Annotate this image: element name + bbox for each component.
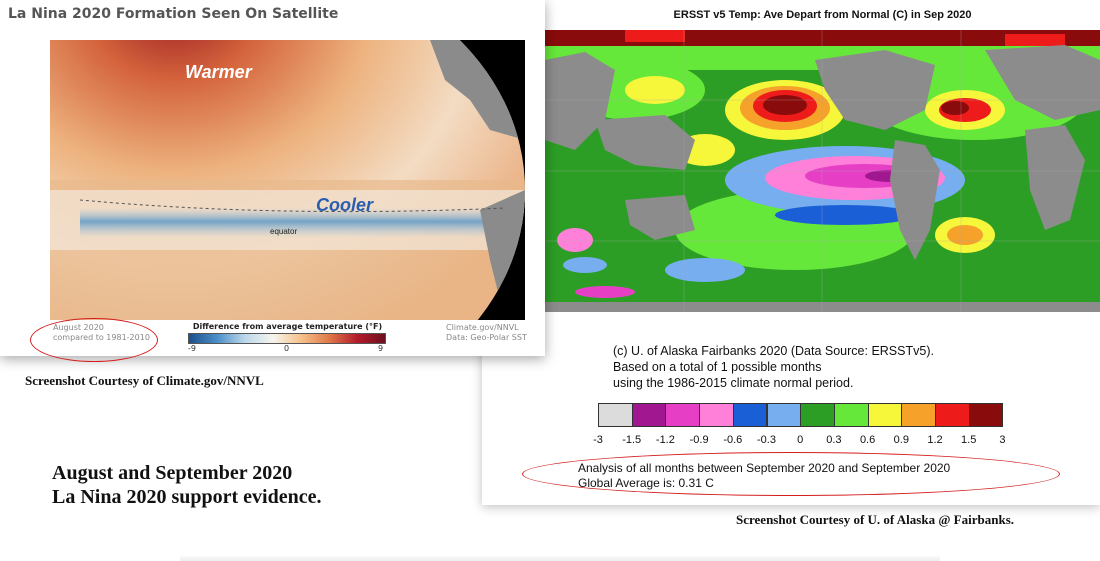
right-caption: Screenshot Courtesy of U. of Alaska @ Fa… bbox=[736, 512, 1015, 527]
summary-line1: August and September 2020 bbox=[52, 462, 293, 484]
highlight-ellipse-analysis bbox=[522, 452, 1060, 496]
colorbar-swatch bbox=[631, 403, 667, 427]
colorbar-tick-max: 9 bbox=[378, 344, 384, 353]
globe-sst-map bbox=[50, 40, 525, 320]
colorbar-swatch bbox=[665, 403, 701, 427]
colorbar-tick-label: -1.5 bbox=[622, 434, 642, 446]
ersst-credit-line3: using the 1986-2015 climate normal perio… bbox=[613, 376, 854, 390]
colorbar-tick-label: -0.9 bbox=[689, 434, 709, 446]
colorbar-swatch bbox=[867, 403, 903, 427]
colorbar-tick-label: 0.3 bbox=[826, 434, 842, 446]
colorbar-tick-zero: 0 bbox=[284, 344, 290, 353]
colorbar-swatch bbox=[935, 403, 970, 427]
ersst-map bbox=[545, 30, 1100, 312]
colorbar-swatch bbox=[699, 403, 734, 427]
colorbar-tick-label: -0.3 bbox=[757, 434, 776, 446]
summary-line2: La Nina 2020 support evidence. bbox=[52, 486, 322, 508]
label-warmer: Warmer bbox=[185, 62, 252, 82]
colorbar-tick-label: -0.6 bbox=[723, 434, 743, 446]
colorbar-tick-label: 0.9 bbox=[893, 434, 909, 446]
la-nina-panel: La Nina 2020 Formation Seen On Satellite bbox=[0, 0, 545, 362]
colorbar-swatch bbox=[901, 403, 936, 427]
globe-image: Warmer Cooler equator bbox=[50, 40, 525, 320]
ersst-title: ERSST v5 Temp: Ave Depart from Normal (C… bbox=[673, 9, 972, 21]
la-nina-title: La Nina 2020 Formation Seen On Satellite bbox=[8, 6, 339, 22]
colorbar-tick-min: -9 bbox=[188, 344, 196, 353]
colorbar-tick-label: 1.5 bbox=[961, 434, 977, 446]
colorbar-left bbox=[188, 333, 386, 344]
colorbar-swatch bbox=[598, 403, 633, 427]
colorbar-title: Difference from average temperature (°F) bbox=[192, 322, 383, 331]
label-cooler: Cooler bbox=[316, 195, 374, 215]
colorbar-tick-label: 0.6 bbox=[859, 434, 876, 446]
colorbar-swatch bbox=[766, 403, 802, 427]
bottom-divider bbox=[180, 556, 940, 561]
colorbar-tick-label: -3 bbox=[593, 434, 603, 446]
source-line1: Climate.gov/NNVL bbox=[446, 323, 519, 332]
colorbar-tick-label: 0 bbox=[797, 434, 804, 446]
ersst-credit-line2: Based on a total of 1 possible months bbox=[613, 360, 822, 374]
label-equator: equator bbox=[270, 227, 298, 236]
ersst-credit-line1: (c) U. of Alaska Fairbanks 2020 (Data So… bbox=[613, 344, 934, 358]
left-caption: Screenshot Courtesy of Climate.gov/NNVL bbox=[25, 373, 264, 388]
colorbar-swatch bbox=[833, 403, 869, 427]
highlight-ellipse-date bbox=[30, 318, 158, 362]
colorbar-tick-label: 1.2 bbox=[927, 434, 943, 446]
ersst-anomaly-map bbox=[545, 30, 1100, 312]
colorbar-swatch bbox=[732, 403, 768, 427]
colorbar-tick-label: -1.2 bbox=[655, 434, 675, 446]
colorbar-swatch bbox=[968, 403, 1004, 427]
colorbar-swatch bbox=[800, 403, 835, 427]
source-line2: Data: Geo-Polar SST bbox=[446, 333, 527, 342]
colorbar-tick-label: 3 bbox=[999, 434, 1006, 446]
